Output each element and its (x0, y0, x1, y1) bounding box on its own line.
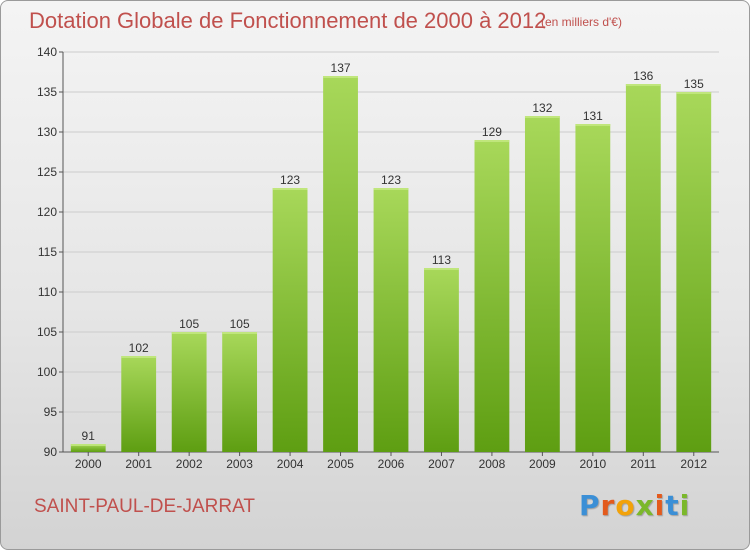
y-tick-label: 125 (37, 165, 57, 179)
y-tick-label: 140 (37, 45, 57, 59)
data-label: 131 (583, 109, 603, 123)
labels: 90 95 100 105 110 115 120 125 130 135 140 91 2000 102… (37, 45, 707, 471)
bars (70, 76, 712, 452)
bar (323, 76, 358, 452)
data-label: 129 (482, 125, 502, 139)
data-label: 137 (331, 61, 351, 75)
data-label: 102 (129, 341, 149, 355)
bar-highlight (676, 92, 712, 94)
bar-highlight (70, 444, 106, 446)
y-tick-label: 135 (37, 85, 57, 99)
bar (625, 84, 661, 452)
bar (575, 124, 611, 452)
x-tick-label: 2011 (630, 457, 656, 471)
y-tick-label: 90 (44, 445, 58, 459)
data-label: 135 (684, 77, 704, 91)
bar-highlight (272, 188, 308, 190)
logo-letter: i (679, 489, 691, 522)
x-tick-label: 2010 (579, 457, 606, 471)
y-tick-label: 130 (37, 125, 57, 139)
bar-highlight (171, 332, 207, 334)
x-tick-label: 2008 (479, 457, 506, 471)
bar-highlight (524, 116, 560, 118)
bar-highlight (625, 84, 661, 86)
y-tick-label: 100 (37, 365, 57, 379)
bar (121, 356, 157, 452)
data-label: 123 (280, 173, 300, 187)
logo-letter: P (579, 489, 601, 522)
x-tick-label: 2003 (226, 457, 253, 471)
logo-letter: x (635, 489, 655, 522)
data-label: 105 (179, 317, 199, 331)
data-label: 136 (633, 69, 653, 83)
x-tick-label: 2002 (176, 457, 203, 471)
bar (676, 92, 712, 452)
commune-name: SAINT-PAUL-DE-JARRAT (34, 496, 255, 517)
bar (424, 268, 459, 452)
bar (70, 444, 106, 452)
y-tick-label: 105 (37, 325, 57, 339)
data-label: 123 (381, 173, 401, 187)
logo-letter: i (654, 489, 666, 522)
y-tick-label: 115 (38, 245, 57, 259)
chart-subtitle: (en milliers d'€) (541, 15, 622, 29)
data-label: 91 (82, 429, 96, 443)
y-tick-label: 95 (44, 405, 58, 419)
x-tick-label: 2001 (125, 457, 152, 471)
bar-highlight (323, 76, 358, 78)
x-tick-label: 2006 (378, 457, 405, 471)
bar (373, 188, 409, 452)
bar (474, 140, 510, 452)
proxiti-logo[interactable]: Proxiti (579, 489, 690, 522)
bar-highlight (575, 124, 611, 126)
x-tick-label: 2004 (277, 457, 304, 471)
logo-letter: t (665, 489, 680, 522)
chart-title: Dotation Globale de Fonctionnement de 20… (29, 8, 547, 33)
data-label: 105 (230, 317, 250, 331)
bar-highlight (373, 188, 409, 190)
y-tick-label: 120 (37, 205, 57, 219)
bar (524, 116, 560, 452)
data-label: 132 (532, 101, 552, 115)
logo-letter: r (600, 489, 616, 522)
bar-highlight (474, 140, 510, 142)
bar (272, 188, 308, 452)
bar-highlight (121, 356, 157, 358)
bar-highlight (424, 268, 459, 270)
data-label: 113 (432, 253, 451, 267)
x-tick-label: 2007 (428, 457, 455, 471)
bar (171, 332, 207, 452)
bar (222, 332, 258, 452)
x-tick-label: 2009 (529, 457, 556, 471)
x-tick-label: 2000 (75, 457, 102, 471)
x-tick-label: 2005 (327, 457, 354, 471)
bar-highlight (222, 332, 258, 334)
x-tick-label: 2012 (680, 457, 707, 471)
logo-letter: o (615, 489, 636, 522)
y-tick-label: 110 (38, 285, 57, 299)
